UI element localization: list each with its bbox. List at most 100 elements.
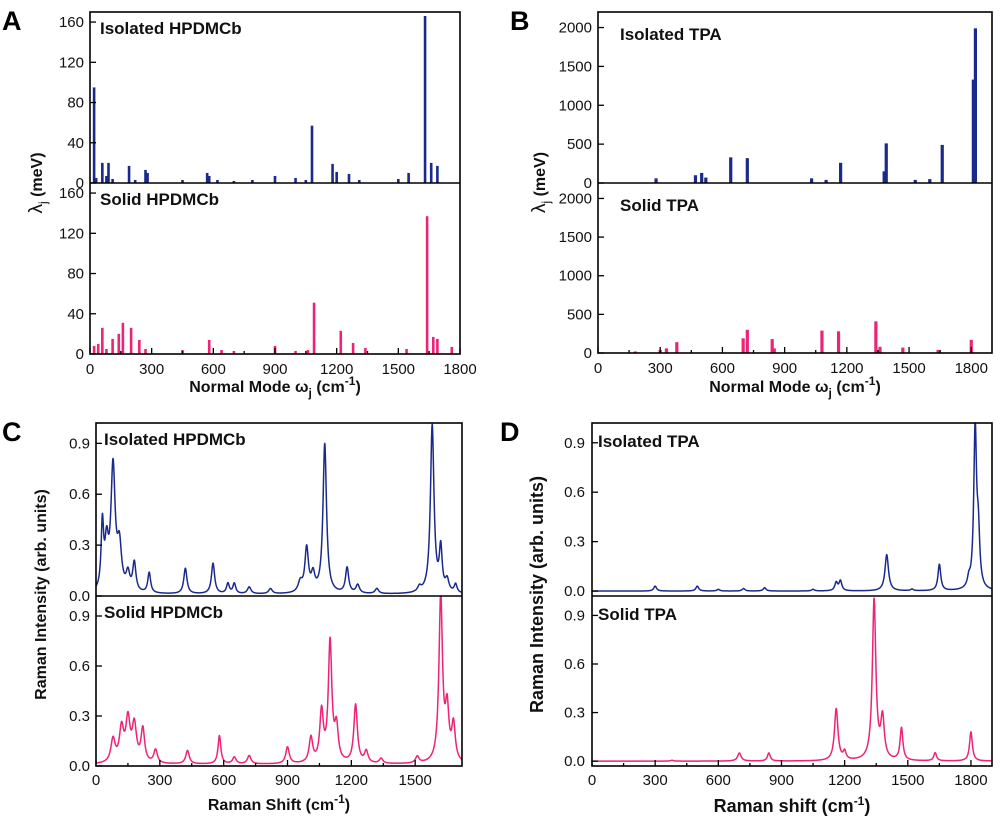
panel-b: B 0 500 1000 1500 2000 Isolated TPA 0 500 1000 150…	[510, 6, 993, 400]
x-tick-label: 600	[211, 772, 236, 789]
y-tick-label: 0.6	[564, 484, 585, 501]
bar	[450, 346, 454, 354]
y-tick-label: 0	[584, 175, 592, 192]
y-tick-label: 0.0	[564, 583, 585, 600]
bar	[973, 28, 978, 183]
bar	[971, 79, 975, 183]
subplot-isolated: 0 500 1000 1500 2000 Isolated TPA	[559, 20, 978, 192]
y-tick-label: 0.6	[564, 656, 585, 673]
panel-a: A 0 40 80 120 160 Isolated HPDMCb 0 40 80 120 160 So…	[2, 6, 477, 400]
y-axis-title: Raman Intensity (arb. units)	[527, 476, 547, 713]
x-tick-label: 1500	[382, 361, 415, 378]
y-tick-label: 0.0	[69, 758, 90, 775]
bar	[312, 302, 316, 354]
subplot-isolated: 0.0 0.3 0.6 0.9 Isolated HPDMCb	[69, 423, 463, 605]
subplot-solid: 0.0 0.3 0.6 0.9 Solid HPDMCb	[69, 595, 463, 775]
x-tick-label: 1200	[335, 772, 368, 789]
y-tick-label: 0.0	[564, 753, 585, 770]
x-tick-label: 0	[588, 772, 596, 789]
x-tick-label: 900	[262, 361, 287, 378]
bar	[144, 348, 147, 354]
spectrum-line	[591, 597, 993, 762]
subplot-solid: 0.0 0.3 0.6 0.9 Solid TPA	[564, 597, 993, 770]
bar	[306, 349, 310, 354]
y-tick-label: 1000	[559, 268, 592, 285]
y-tick-label: 0.3	[69, 537, 90, 554]
bar	[700, 172, 704, 183]
bar	[405, 348, 408, 354]
subplot-solid: 0 500 1000 1500 2000 Solid TPA	[559, 190, 973, 362]
bar	[928, 179, 932, 183]
x-tick-label: 0	[594, 360, 602, 377]
bar	[936, 349, 940, 353]
bar	[745, 329, 749, 353]
panel-d: D 0.0 0.3 0.6 0.9 Isolated TPA 0.0 0.3 0.6 0.9 Sol…	[500, 417, 993, 816]
y-tick-label: 1500	[559, 229, 592, 246]
spectrum-line	[95, 595, 463, 765]
bar	[138, 339, 141, 354]
bar	[335, 171, 338, 183]
x-tick-label: 600	[706, 772, 731, 789]
x-tick-label: 300	[648, 360, 673, 377]
bar	[216, 179, 219, 183]
bar	[121, 322, 125, 354]
bar	[809, 178, 814, 183]
bar	[205, 172, 209, 183]
x-tick-label: 1500	[891, 772, 924, 789]
y-tick-label: 0.3	[564, 534, 585, 551]
spectrum-line	[591, 422, 993, 592]
bar	[654, 178, 658, 183]
bar	[232, 180, 236, 183]
subplot-isolated: 0 40 80 120 160 Isolated HPDMCb	[59, 14, 439, 192]
bar	[745, 158, 749, 183]
bar	[251, 179, 254, 183]
subplot-label: Solid HPDMCb	[104, 603, 223, 622]
y-axis-title: λj (meV)	[26, 152, 50, 213]
bar	[351, 342, 355, 354]
bar	[127, 165, 131, 183]
bar	[105, 175, 108, 183]
panel-letter: A	[2, 6, 22, 36]
y-tick-label: 0	[76, 346, 84, 363]
bar	[273, 175, 277, 183]
bar	[101, 327, 104, 354]
bar	[146, 172, 149, 183]
bar	[772, 348, 776, 353]
bar	[397, 178, 400, 183]
bar	[133, 179, 137, 183]
bar	[874, 321, 878, 353]
bar	[824, 179, 828, 183]
bar	[729, 157, 733, 183]
x-tick-label: 900	[772, 360, 797, 377]
bar	[331, 163, 334, 183]
bar	[431, 336, 435, 354]
y-tick-label: 80	[67, 95, 84, 112]
y-tick-label: 0.9	[69, 435, 90, 452]
y-axis-title: λj (meV)	[529, 152, 553, 213]
panel-letter: C	[2, 417, 22, 447]
subplot-solid: 0 40 80 120 160 Solid HPDMCb	[59, 185, 454, 363]
bar	[111, 338, 114, 354]
x-axis-title: Normal Mode ωj (cm-1)	[189, 374, 361, 400]
subplot-label: Solid TPA	[620, 196, 699, 215]
bar	[294, 177, 297, 183]
bar	[664, 348, 669, 353]
subplot-label: Isolated TPA	[598, 432, 700, 451]
bar	[901, 347, 905, 353]
x-axis-title: Raman shift (cm-1)	[714, 794, 871, 816]
bar	[347, 173, 351, 183]
bar	[117, 333, 121, 354]
bar	[693, 175, 698, 183]
y-tick-label: 0.3	[564, 705, 585, 722]
bar	[105, 348, 108, 354]
bar	[207, 339, 211, 354]
y-tick-label: 2000	[559, 20, 592, 37]
subplot-label: Isolated HPDMCb	[100, 19, 242, 38]
x-tick-label: 900	[275, 772, 300, 789]
x-tick-label: 1200	[320, 361, 353, 378]
bar	[704, 177, 708, 183]
y-tick-label: 160	[59, 14, 84, 31]
y-tick-label: 500	[567, 136, 592, 153]
x-tick-label: 600	[710, 360, 735, 377]
x-tick-label: 1200	[830, 360, 863, 377]
